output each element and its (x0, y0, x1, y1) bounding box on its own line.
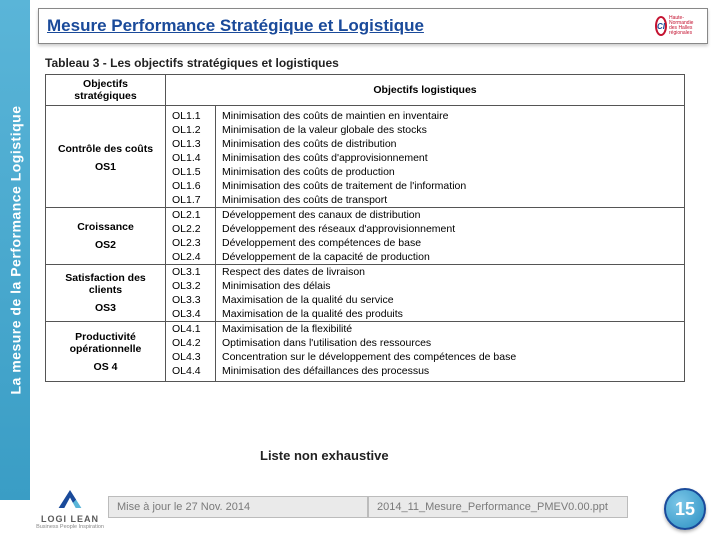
page-number-badge: 15 (664, 488, 706, 530)
table-caption: Tableau 3 - Les objectifs stratégiques e… (45, 56, 339, 70)
left-band-text: La mesure de la Performance Logistique (7, 106, 23, 395)
footer-filename: 2014_11_Mesure_Performance_PMEV0.00.ppt (368, 496, 628, 518)
footer-date: Mise à jour le 27 Nov. 2014 (108, 496, 368, 518)
strategic-cell: Contrôle des coûts OS1 (46, 106, 166, 208)
objective-desc: Respect des dates de livraison (216, 265, 685, 280)
objective-code: OL1.2 (166, 123, 216, 137)
objective-code: OL4.2 (166, 336, 216, 350)
slide-header: Mesure Performance Stratégique et Logist… (38, 8, 708, 44)
os-code: OS1 (52, 161, 159, 173)
os-code: OS2 (52, 239, 159, 251)
table-row: CroissanceOS2OL2.1Développement des cana… (46, 208, 685, 223)
cci-logo-sub: Haute-Normandie des Halles régionales (669, 16, 699, 36)
cci-logo: CI Haute-Normandie des Halles régionales (655, 12, 699, 40)
table-row: Contrôle des coûtsOS1OL1.1Minimisation d… (46, 106, 685, 124)
objective-desc: Minimisation des coûts de maintien en in… (216, 106, 685, 124)
strategic-cell: Croissance OS2 (46, 208, 166, 265)
objective-code: OL1.1 (166, 106, 216, 124)
objective-desc: Minimisation de la valeur globale des st… (216, 123, 685, 137)
objective-desc: Minimisation des coûts d'approvisionneme… (216, 151, 685, 165)
footer-bar: Mise à jour le 27 Nov. 2014 2014_11_Mesu… (108, 496, 628, 518)
objective-desc: Maximisation de la flexibilité (216, 322, 685, 337)
strategic-label: Contrôle des coûts (52, 143, 159, 155)
objective-desc: Développement des compétences de base (216, 236, 685, 250)
objective-code: OL3.3 (166, 293, 216, 307)
objective-code: OL1.7 (166, 193, 216, 208)
sub-caption: Liste non exhaustive (260, 448, 389, 463)
objectives-table: Objectifs stratégiques Objectifs logisti… (45, 74, 685, 382)
objective-desc: Minimisation des coûts de transport (216, 193, 685, 208)
objective-code: OL2.1 (166, 208, 216, 223)
strategic-cell: Productivité opérationnelle OS 4 (46, 322, 166, 382)
logilean-icon (51, 484, 89, 514)
objective-desc: Développement de la capacité de producti… (216, 250, 685, 265)
objective-desc: Développement des réseaux d'approvisionn… (216, 222, 685, 236)
cci-logo-circle: CI (655, 16, 667, 36)
objective-code: OL4.4 (166, 364, 216, 382)
objective-desc: Développement des canaux de distribution (216, 208, 685, 223)
logilean-logo: LOGI LEAN Business People Inspiration (36, 484, 104, 530)
objective-code: OL1.4 (166, 151, 216, 165)
objective-desc: Minimisation des défaillances des proces… (216, 364, 685, 382)
logilean-tagline: Business People Inspiration (36, 524, 104, 530)
slide-title: Mesure Performance Stratégique et Logist… (47, 16, 655, 36)
logilean-brand: LOGI LEAN (36, 514, 104, 524)
strategic-label: Croissance (52, 221, 159, 233)
objective-desc: Maximisation de la qualité du service (216, 293, 685, 307)
th-logistic: Objectifs logistiques (166, 75, 685, 106)
table-row: Productivité opérationnelleOS 4OL4.1Maxi… (46, 322, 685, 337)
table-row: Satisfaction des clientsOS3OL3.1Respect … (46, 265, 685, 280)
objective-desc: Optimisation dans l'utilisation des ress… (216, 336, 685, 350)
objective-code: OL4.3 (166, 350, 216, 364)
objective-code: OL2.3 (166, 236, 216, 250)
objective-code: OL1.6 (166, 179, 216, 193)
os-code: OS3 (52, 302, 159, 314)
objective-code: OL2.4 (166, 250, 216, 265)
objective-code: OL3.2 (166, 279, 216, 293)
objective-desc: Maximisation de la qualité des produits (216, 307, 685, 322)
objective-desc: Concentration sur le développement des c… (216, 350, 685, 364)
strategic-label: Productivité opérationnelle (52, 331, 159, 355)
objective-code: OL3.1 (166, 265, 216, 280)
objective-code: OL4.1 (166, 322, 216, 337)
objective-desc: Minimisation des coûts de production (216, 165, 685, 179)
th-strategic: Objectifs stratégiques (46, 75, 166, 106)
table-header-row: Objectifs stratégiques Objectifs logisti… (46, 75, 685, 106)
objective-code: OL1.5 (166, 165, 216, 179)
left-title-band: La mesure de la Performance Logistique (0, 0, 30, 500)
os-code: OS 4 (52, 361, 159, 373)
objective-desc: Minimisation des coûts de distribution (216, 137, 685, 151)
objective-code: OL1.3 (166, 137, 216, 151)
objective-desc: Minimisation des coûts de traitement de … (216, 179, 685, 193)
objective-code: OL2.2 (166, 222, 216, 236)
strategic-label: Satisfaction des clients (52, 272, 159, 296)
strategic-cell: Satisfaction des clients OS3 (46, 265, 166, 322)
objective-code: OL3.4 (166, 307, 216, 322)
objective-desc: Minimisation des délais (216, 279, 685, 293)
